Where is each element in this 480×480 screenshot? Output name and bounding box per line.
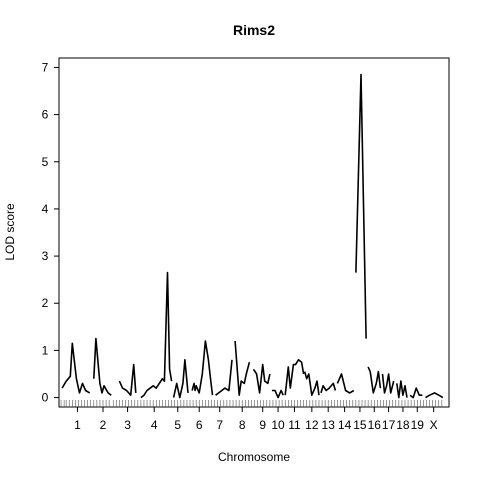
lod-curve-chr-4 <box>140 271 173 399</box>
lod-curve-chr-7 <box>215 359 233 396</box>
y-tick-label: 3 <box>42 249 49 263</box>
lod-curve-chr-9 <box>252 363 271 394</box>
lod-curve-chr-15 <box>355 73 367 339</box>
x-axis: 1 2 3 4 5 6 7 8 9 10 11 12 13 14 15 16 17 18 19 X <box>74 407 438 432</box>
y-axis: 0 1 2 3 4 5 6 7 <box>42 60 59 405</box>
lod-curve-chr-17 <box>381 373 395 394</box>
x-tick-label: 13 <box>322 418 336 432</box>
y-tick-label: 0 <box>42 391 49 405</box>
x-tick-label: 2 <box>100 418 107 432</box>
x-tick-label: 14 <box>338 418 352 432</box>
y-axis-label: LOD score <box>3 203 17 261</box>
y-tick-label: 5 <box>42 155 49 169</box>
x-tick-label: 5 <box>174 418 181 432</box>
x-tick-label: 6 <box>196 418 203 432</box>
lod-curve-chr-8 <box>234 340 251 397</box>
x-tick-label: 18 <box>396 418 410 432</box>
x-axis-label: Chromosome <box>218 450 290 464</box>
lod-curve-chr-12 <box>303 371 320 397</box>
x-tick-label: 1 <box>74 418 81 432</box>
x-tick-label: 19 <box>411 418 425 432</box>
x-tick-label: 17 <box>382 418 396 432</box>
y-tick-label: 1 <box>42 343 49 357</box>
chart-title: Rims2 <box>233 22 275 38</box>
lod-curve-chr-14 <box>336 373 355 394</box>
y-tick-label: 7 <box>42 60 49 74</box>
x-tick-label: 10 <box>271 418 285 432</box>
lod-curve-chr-10 <box>271 389 284 399</box>
lod-curve-chr-5 <box>172 358 189 399</box>
x-tick-label: 3 <box>124 418 131 432</box>
lod-curve-chr-11 <box>284 358 305 396</box>
plot-frame <box>58 57 450 408</box>
x-tick-label: 7 <box>216 418 223 432</box>
x-tick-label: 4 <box>151 418 158 432</box>
lod-curve-chr-2 <box>93 337 112 396</box>
x-tick-label: X <box>430 418 438 432</box>
x-tick-label: 11 <box>288 418 301 432</box>
marker-rug <box>60 400 443 407</box>
lod-curves <box>61 73 444 399</box>
y-tick-label: 4 <box>42 202 49 216</box>
x-tick-label: 8 <box>239 418 246 432</box>
lod-curve-chr-6 <box>191 340 214 396</box>
x-tick-label: 15 <box>353 418 367 432</box>
x-tick-label: 16 <box>368 418 382 432</box>
lod-curve-chr-19 <box>409 387 423 399</box>
y-tick-label: 2 <box>42 296 49 310</box>
x-tick-label: 12 <box>305 418 319 432</box>
lod-curve-chr-1 <box>61 342 91 394</box>
lod-curve-chr-3 <box>118 363 137 397</box>
lod-curve-chr-X <box>425 392 444 399</box>
lod-curve-chr-18 <box>396 380 408 399</box>
y-tick-label: 6 <box>42 108 49 122</box>
x-tick-label: 9 <box>259 418 266 432</box>
lod-curve-chr-16 <box>367 366 382 394</box>
lod-curve-chr-13 <box>320 382 337 394</box>
